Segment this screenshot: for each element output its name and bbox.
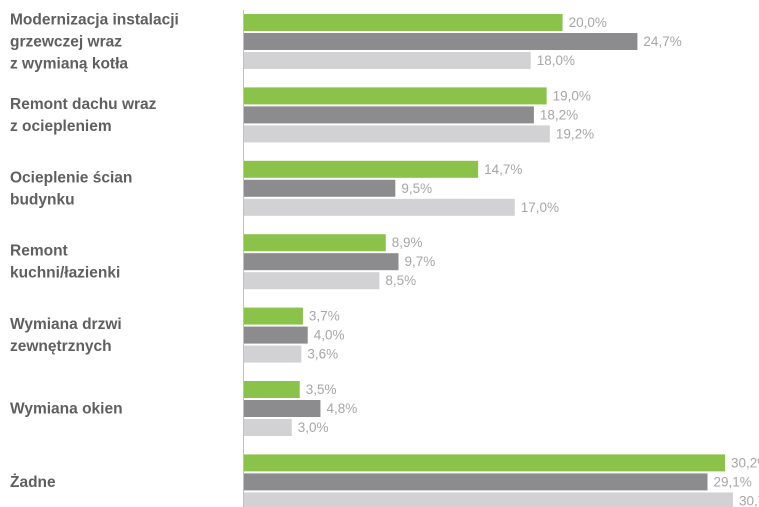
value-label-2-series-0: 14,7% [484, 162, 522, 177]
bar-0-series-0 [244, 14, 563, 31]
category-label-4-line-0: Wymiana drzwi [10, 316, 122, 333]
value-label-4-series-2: 3,6% [307, 347, 338, 362]
value-label-1-series-0: 19,0% [553, 88, 591, 103]
category-label-3-line-1: kuchni/łazienki [10, 265, 120, 282]
category-label-3-line-0: Remont [10, 243, 68, 260]
bar-1-series-2 [244, 125, 550, 143]
category-label-2-line-1: budynku [10, 191, 75, 208]
bar-0-series-1 [244, 33, 638, 50]
bar-1-series-0 [244, 87, 547, 105]
category-label-0-line-1: grzewczej wraz [10, 34, 122, 51]
value-label-4-series-0: 3,7% [309, 309, 340, 324]
value-label-3-series-2: 8,5% [385, 273, 416, 288]
category-label-5-line-0: Wymiana okien [10, 401, 123, 418]
bar-5-series-0 [244, 381, 300, 398]
value-label-0-series-1: 24,7% [643, 34, 681, 49]
category-label-1-line-0: Remont dachu wraz [10, 96, 157, 113]
value-label-6-series-0: 30,2% [731, 455, 759, 470]
category-label-0-line-2: z wymianą kotła [10, 56, 128, 73]
bar-6-series-0 [244, 454, 726, 472]
bar-4-series-1 [244, 326, 308, 344]
category-label-6-line-0: Żadne [10, 474, 56, 491]
bar-1-series-1 [244, 106, 534, 124]
value-label-6-series-2: 30,7% [739, 493, 759, 507]
value-label-6-series-1: 29,1% [714, 474, 752, 489]
bar-6-series-1 [244, 473, 708, 491]
category-label-2-line-0: Ocieplenie ścian [10, 169, 132, 186]
bar-6-series-2 [244, 492, 733, 507]
value-label-1-series-1: 18,2% [540, 107, 578, 122]
value-label-1-series-2: 19,2% [556, 126, 594, 141]
bar-3-series-0 [244, 234, 386, 252]
value-label-2-series-1: 9,5% [401, 181, 432, 196]
category-label-0-line-0: Modernizacja instalacji [10, 12, 179, 29]
value-label-3-series-0: 8,9% [392, 235, 423, 250]
value-label-5-series-2: 3,0% [298, 420, 329, 435]
value-label-2-series-2: 17,0% [521, 200, 559, 215]
bar-0-series-2 [244, 52, 531, 69]
category-label-4-line-1: zewnętrznych [10, 338, 112, 355]
labels-group: 20,0% 24,7% 18,0% Modernizacja instalacji gr… [10, 12, 759, 507]
bar-5-series-2 [244, 419, 292, 436]
bar-3-series-1 [244, 253, 399, 271]
value-label-4-series-1: 4,0% [314, 328, 345, 343]
bar-5-series-1 [244, 400, 321, 417]
bars-group [244, 14, 733, 507]
bar-4-series-2 [244, 345, 302, 363]
bar-4-series-0 [244, 307, 303, 325]
category-label-1-line-1: z ociepleniem [10, 118, 112, 135]
value-label-3-series-1: 9,7% [405, 254, 436, 269]
value-label-0-series-2: 18,0% [537, 53, 575, 68]
value-label-0-series-0: 20,0% [569, 15, 607, 30]
bar-2-series-0 [244, 160, 479, 178]
value-label-5-series-0: 3,5% [306, 382, 337, 397]
bar-2-series-2 [244, 198, 515, 216]
bar-2-series-1 [244, 179, 396, 197]
value-label-5-series-1: 4,8% [326, 401, 357, 416]
bar-3-series-2 [244, 272, 380, 290]
